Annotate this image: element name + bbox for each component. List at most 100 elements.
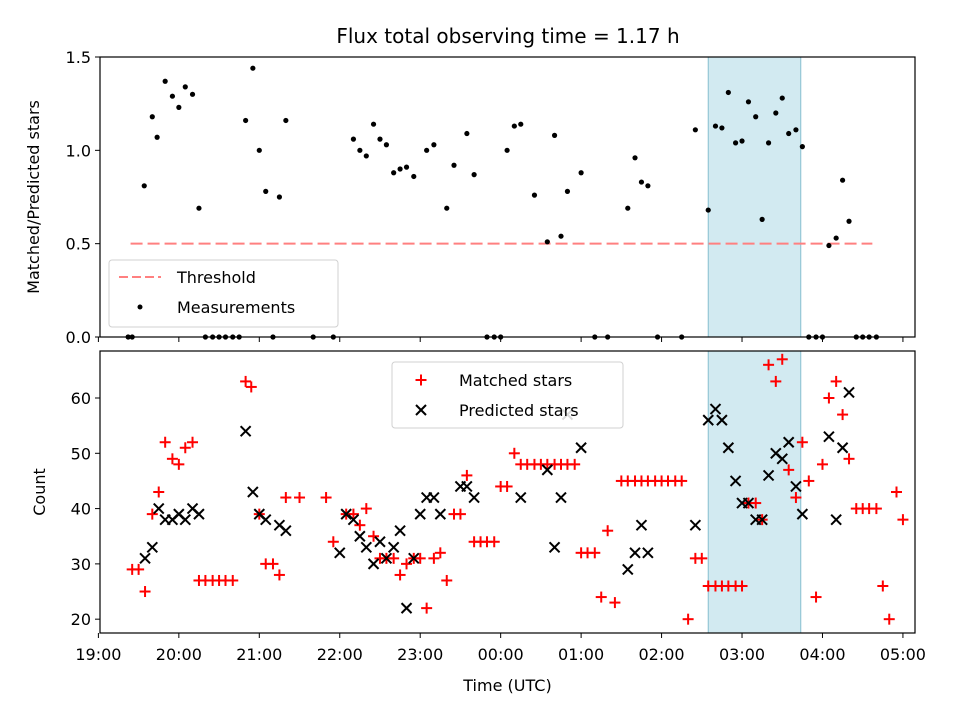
marker-stroke — [354, 530, 366, 542]
matched-star-point — [803, 475, 815, 487]
predicted-star-point — [635, 519, 648, 531]
marker-stroke — [380, 552, 393, 565]
matched-star-point — [488, 536, 500, 548]
matched-star-point — [454, 508, 466, 520]
measurement-point — [169, 93, 176, 99]
matched-star-point — [273, 569, 285, 581]
predicted-star-point — [280, 524, 292, 537]
predicted-star-point — [548, 541, 561, 554]
predicted-star-point — [622, 563, 634, 576]
predicted-star-point — [146, 541, 159, 554]
x-tick-label: 19:00 — [75, 645, 121, 664]
marker-stroke — [193, 508, 205, 520]
measurement-point — [793, 127, 799, 133]
marker-stroke — [340, 508, 352, 520]
measurement-point — [753, 114, 759, 120]
measurement-point — [357, 147, 363, 153]
measurement-point — [799, 144, 805, 150]
marker-stroke — [642, 547, 654, 559]
marker-stroke — [622, 563, 634, 576]
legend-measurement-swatch — [137, 304, 143, 310]
matched-stars-points — [126, 353, 909, 625]
marker-stroke — [394, 524, 406, 537]
measurement-point — [779, 95, 785, 101]
predicted-star-point — [709, 403, 722, 415]
matched-star-point — [602, 525, 614, 537]
measurement-point — [370, 121, 377, 127]
legend-predicted-swatch — [415, 404, 427, 416]
bottom-y-axis-label: Count — [30, 468, 49, 516]
measurement-point — [773, 110, 779, 116]
matched-star-point — [360, 503, 372, 515]
predicted-star-point — [689, 519, 702, 531]
matched-star-point — [883, 613, 895, 625]
marker-stroke — [548, 541, 561, 554]
matched-star-point — [870, 503, 882, 515]
predicted-star-point — [823, 430, 835, 443]
predicted-star-point — [796, 508, 809, 520]
top-y-axis-label: Matched/Predicted stars — [24, 100, 43, 294]
predicted-star-point — [428, 491, 440, 504]
legend-threshold-label: Threshold — [176, 268, 256, 287]
x-tick-label: 03:00 — [719, 645, 765, 664]
predicted-star-point — [790, 480, 802, 493]
predicted-star-point — [575, 442, 587, 454]
legend-matched-label: Matched stars — [459, 371, 572, 390]
x-tick-label: 22:00 — [317, 645, 363, 664]
marker-stroke — [796, 508, 809, 520]
x-tick-label: 23:00 — [397, 645, 443, 664]
x-tick-label: 00:00 — [478, 645, 524, 664]
matched-star-point — [837, 409, 849, 421]
x-tick-label: 21:00 — [236, 645, 282, 664]
marker-stroke — [153, 502, 165, 515]
predicted-star-point — [179, 513, 191, 526]
top-legend-box — [108, 259, 339, 328]
marker-stroke — [400, 602, 413, 614]
y-tick-label: 1.5 — [66, 48, 91, 67]
legend-matched-swatch — [415, 374, 427, 386]
matched-star-point — [327, 536, 339, 548]
measurement-point — [625, 205, 631, 211]
marker-stroke — [843, 386, 855, 399]
predicted-star-point — [340, 508, 352, 520]
marker-stroke — [823, 430, 835, 443]
marker-stroke — [716, 414, 728, 426]
matched-star-point — [736, 580, 748, 592]
measurement-point — [431, 142, 437, 148]
predicted-star-point — [742, 497, 755, 509]
matched-star-point — [179, 442, 191, 454]
predicted-star-point — [153, 502, 165, 515]
marker-stroke — [635, 519, 648, 531]
matched-star-point — [843, 453, 855, 465]
predicted-star-point — [354, 530, 366, 542]
marker-stroke — [247, 486, 259, 498]
predicted-star-point — [380, 552, 393, 565]
measurement-point — [511, 123, 517, 129]
bottom-legend-box — [391, 361, 624, 429]
measurement-point — [424, 147, 430, 153]
predicted-stars-points — [139, 386, 855, 614]
matched-star-point — [280, 492, 292, 504]
matched-star-point — [569, 458, 581, 470]
measurement-point — [759, 216, 765, 222]
measurement-point — [786, 130, 792, 137]
measurement-point — [149, 114, 155, 120]
x-tick-label: 04:00 — [799, 645, 845, 664]
matched-star-point — [682, 613, 694, 625]
marker-stroke — [360, 541, 373, 554]
measurement-point — [256, 147, 262, 153]
matched-star-point — [320, 492, 332, 504]
marker-stroke — [428, 491, 440, 504]
marker-stroke — [179, 513, 191, 526]
predicted-star-point — [843, 386, 855, 399]
marker-stroke — [830, 513, 842, 526]
measurement-point — [712, 123, 719, 129]
measurement-point — [739, 138, 745, 144]
measurement-point — [176, 104, 182, 110]
predicted-star-point — [722, 442, 735, 454]
measurement-point — [839, 177, 846, 183]
predicted-star-point — [729, 475, 742, 487]
marker-stroke — [468, 491, 480, 504]
matched-star-point — [187, 436, 199, 448]
